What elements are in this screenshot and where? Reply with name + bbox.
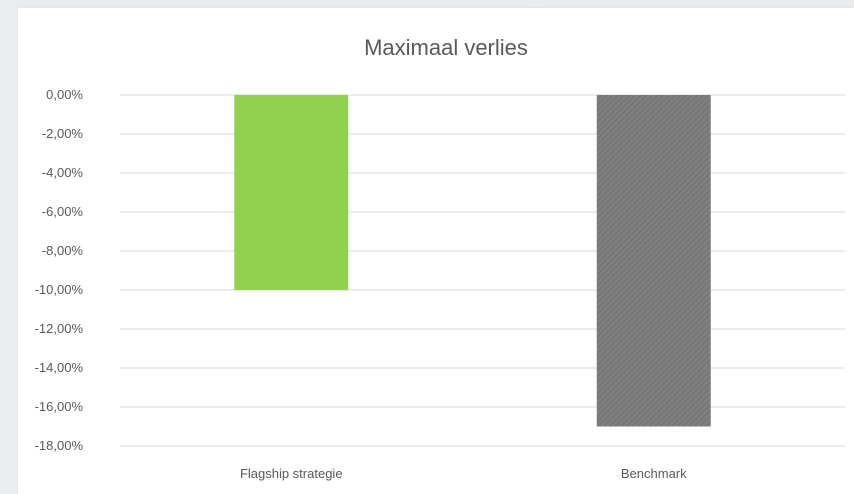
y-tick-label: 0,00% <box>46 87 83 102</box>
bar-flagship-strategie <box>234 95 349 290</box>
bars <box>234 95 711 427</box>
x-axis-labels: Flagship strategie Benchmark <box>240 466 687 481</box>
y-tick-label: -8,00% <box>42 243 84 258</box>
y-tick-label: -16,00% <box>35 399 84 414</box>
x-category-label: Flagship strategie <box>240 466 343 481</box>
chart-title: Maximaal verlies <box>364 35 528 60</box>
bar-benchmark <box>596 95 711 427</box>
x-category-label: Benchmark <box>621 466 687 481</box>
y-tick-label: -10,00% <box>35 282 84 297</box>
y-tick-label: -2,00% <box>42 126 84 141</box>
y-tick-label: -4,00% <box>42 165 84 180</box>
y-tick-label: -6,00% <box>42 204 84 219</box>
y-tick-label: -12,00% <box>35 321 84 336</box>
y-tick-label: -18,00% <box>35 438 84 453</box>
y-axis-labels: 0,00% -2,00% -4,00% -6,00% -8,00% -10,00% -12,… <box>35 87 84 453</box>
y-tick-label: -14,00% <box>35 360 84 375</box>
gridlines <box>120 94 845 447</box>
